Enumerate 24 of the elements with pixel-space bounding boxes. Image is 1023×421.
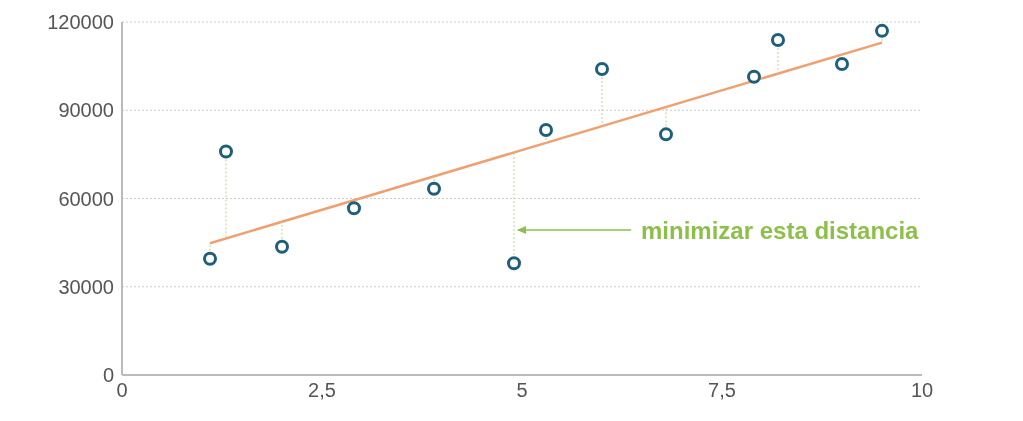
point [347, 201, 361, 216]
y-tick-label: 120000 [47, 11, 114, 34]
y-tick-label: 60000 [58, 187, 114, 210]
point [427, 181, 441, 196]
point [659, 127, 673, 142]
x-tick-label: 7,5 [708, 379, 736, 402]
x-tick-label: 5 [516, 379, 528, 402]
point [219, 144, 233, 159]
x-tick-label: 10 [910, 379, 934, 402]
y-tick-label: 0 [102, 364, 114, 387]
point [771, 32, 785, 47]
point [275, 239, 289, 254]
x-tick-label: 0 [116, 379, 128, 402]
point [875, 23, 889, 38]
y-tick-label: 30000 [58, 275, 114, 298]
annotation: minimizar esta distancia [641, 217, 920, 244]
point [203, 251, 217, 266]
point [747, 69, 761, 84]
point [835, 57, 849, 72]
point [539, 122, 553, 137]
y-tick-label: 90000 [58, 99, 114, 122]
point [507, 256, 521, 271]
point [595, 62, 609, 77]
x-tick-label: 2,5 [308, 379, 336, 402]
